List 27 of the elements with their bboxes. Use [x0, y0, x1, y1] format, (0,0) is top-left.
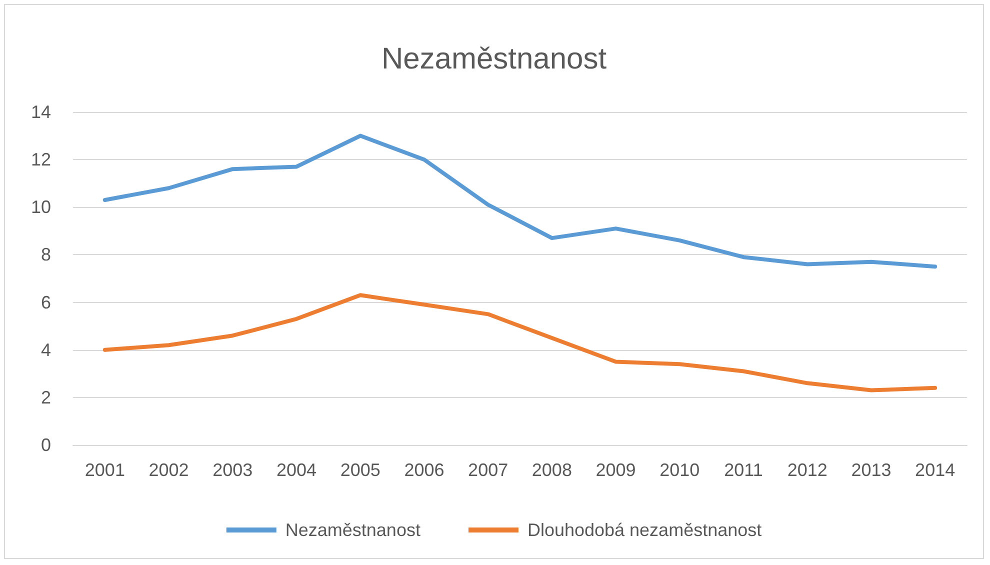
chart-title: Nezaměstnanost — [381, 42, 608, 76]
y-tick-label: 4 — [40, 340, 51, 360]
y-tick-label: 14 — [30, 102, 51, 122]
x-tick-label: 2004 — [276, 460, 317, 480]
x-tick-label: 2001 — [84, 460, 125, 480]
y-tick-label: 6 — [40, 292, 51, 312]
y-tick-label: 0 — [40, 435, 51, 455]
x-tick-label: 2010 — [660, 460, 700, 480]
line-series — [102, 293, 938, 392]
x-tick-label: 2013 — [851, 460, 892, 480]
x-tick-label: 2006 — [404, 460, 444, 480]
legend-label: Nezaměstnanost — [285, 520, 420, 540]
x-tick-label: 2008 — [532, 460, 572, 480]
x-tick-label: 2012 — [787, 460, 828, 480]
x-tick-label: 2002 — [148, 460, 189, 480]
y-tick-label: 10 — [30, 197, 51, 218]
x-tick-label: 2014 — [915, 460, 956, 480]
line-series — [102, 134, 938, 269]
x-tick-label: 2009 — [596, 460, 636, 480]
y-tick-label: 8 — [40, 244, 51, 265]
y-tick-label: 2 — [40, 387, 51, 408]
legend-label: Dlouhodobá nezaměstnanost — [527, 520, 762, 540]
x-tick-label: 2011 — [724, 460, 763, 480]
y-tick-label: 12 — [30, 150, 51, 170]
x-tick-label: 2003 — [212, 460, 253, 480]
x-tick-label: 2007 — [468, 460, 508, 480]
x-tick-label: 2005 — [340, 460, 380, 480]
